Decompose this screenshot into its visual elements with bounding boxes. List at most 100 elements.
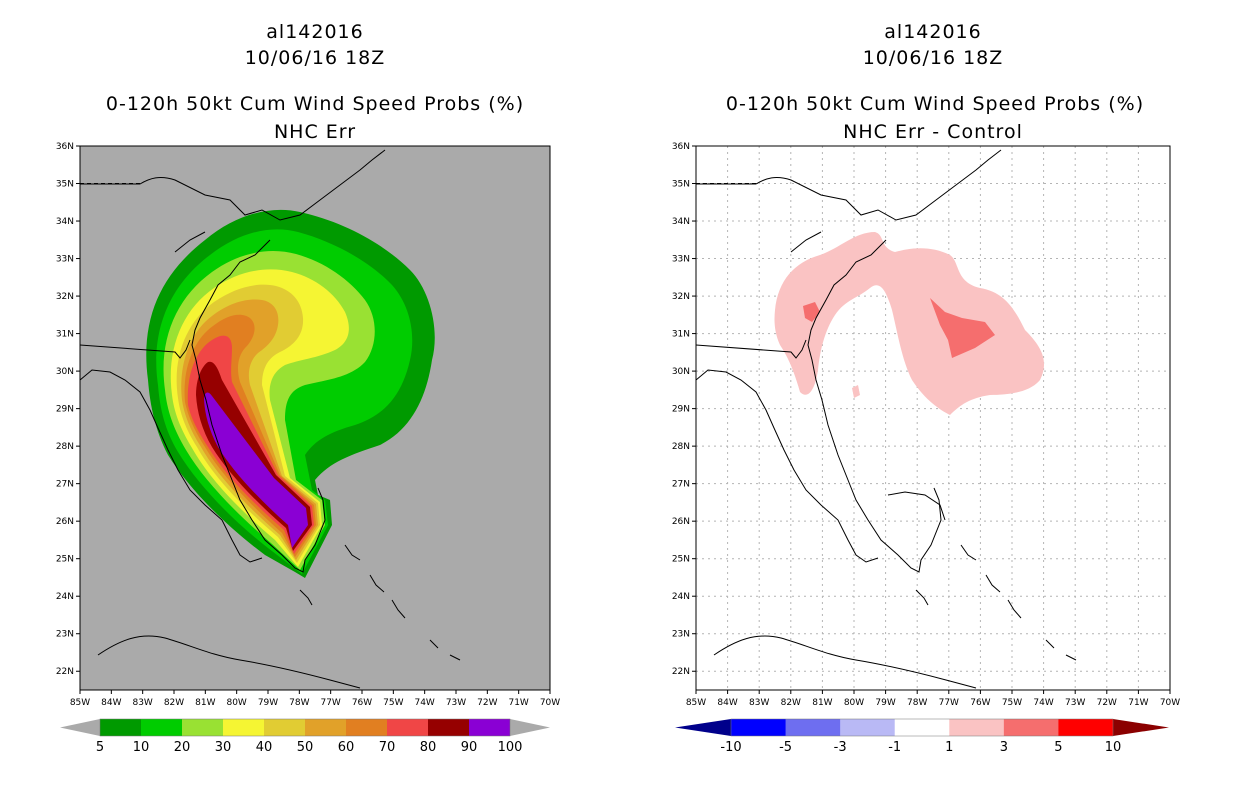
- lat-tick-label: 27N: [672, 480, 690, 490]
- lon-tick-label: 82W: [781, 698, 801, 708]
- colorbar-label: 3: [1000, 740, 1008, 755]
- lon-tick-label: 74W: [414, 698, 434, 708]
- right-coastlines: [696, 149, 1077, 689]
- lon-tick-label: 75W: [383, 698, 403, 708]
- lon-tick-label: 78W: [289, 698, 309, 708]
- lat-tick-label: 30N: [56, 367, 74, 377]
- lat-tick-label: 23N: [56, 630, 74, 640]
- colorbar-label: 70: [379, 740, 396, 755]
- lat-tick-label: 22N: [56, 667, 74, 677]
- colorbar-segment: [182, 719, 224, 736]
- lon-tick-label: 70W: [540, 698, 560, 708]
- left-probability-contours: [146, 209, 435, 579]
- colorbar-label: -3: [834, 740, 847, 755]
- left-colorbar: 5 10 20 30 40 50 60 70 80 90 100: [60, 718, 550, 755]
- right-lon-axis: 85W 84W 83W 82W 81W 80W 79W 78W 77W 76W 75W 74W 73W 7…: [686, 690, 1180, 708]
- lon-tick-label: 76W: [352, 698, 372, 708]
- lon-tick-label: 81W: [812, 698, 832, 708]
- colorbar-segment: [100, 719, 142, 736]
- lon-tick-label: 75W: [1002, 698, 1022, 708]
- lat-tick-label: 23N: [672, 630, 690, 640]
- lon-tick-label: 81W: [195, 698, 215, 708]
- colorbar-outline: [99, 718, 511, 737]
- lat-tick-label: 22N: [672, 667, 690, 677]
- right-map-frame: [695, 145, 1171, 691]
- lon-tick-label: 70W: [1160, 698, 1180, 708]
- colorbar-segment: [949, 719, 1005, 736]
- lat-tick-label: 33N: [672, 255, 690, 265]
- colorbar-label: 10: [1105, 740, 1122, 755]
- colorbar-segment: [785, 719, 841, 736]
- lat-tick-label: 25N: [672, 555, 690, 565]
- lat-tick-label: 25N: [56, 555, 74, 565]
- colorbar-segment: [264, 719, 306, 736]
- diff-contour-1: [774, 232, 1045, 415]
- colorbar-label: 90: [461, 740, 478, 755]
- left-map-title: 0-120h 50kt Cum Wind Speed Probs (%): [105, 93, 525, 115]
- colorbar-segment: [840, 719, 896, 736]
- left-storm-id: al142016: [266, 21, 364, 43]
- colorbar-segment: [1003, 719, 1059, 736]
- lon-tick-label: 80W: [844, 698, 864, 708]
- colorbar-segment: [894, 719, 950, 736]
- right-map: 36N 35N 34N 33N 32N 31N 30N 29N 28N 27N 26N 25N 24N 2…: [672, 142, 1180, 708]
- right-colorbar: -10 -5 -3 -1 1 3 5 10: [675, 718, 1169, 755]
- lat-tick-label: 31N: [56, 330, 74, 340]
- lon-tick-label: 80W: [226, 698, 246, 708]
- left-lat-axis: 36N 35N 34N 33N 32N 31N 30N 29N 28N 27N 26N 25N 24N 2…: [56, 142, 140, 677]
- left-datetime: 10/06/16 18Z: [244, 47, 386, 69]
- lon-tick-label: 84W: [717, 698, 737, 708]
- diff-contour-1b: [852, 385, 860, 398]
- colorbar-label: -1: [888, 740, 901, 755]
- lon-tick-label: 73W: [446, 698, 466, 708]
- left-lon-axis: 85W 84W 83W 82W 81W 80W 79W 78W 77W 76W 75W 74W 73W 7…: [70, 690, 560, 708]
- lat-tick-label: 27N: [56, 480, 74, 490]
- lon-tick-label: 84W: [101, 698, 121, 708]
- colorbar-over-arrow: [1113, 719, 1169, 736]
- lat-tick-label: 28N: [672, 442, 690, 452]
- colorbar-label: 100: [498, 740, 523, 755]
- left-map-subtitle: NHC Err: [273, 121, 357, 143]
- colorbar-segment: [1058, 719, 1114, 736]
- lat-tick-label: 35N: [56, 180, 74, 190]
- lat-tick-label: 32N: [672, 292, 690, 302]
- lat-tick-label: 36N: [56, 142, 74, 152]
- colorbar-under-arrow: [60, 719, 100, 736]
- lon-tick-label: 78W: [907, 698, 927, 708]
- colorbar-outline: [730, 718, 1114, 737]
- colorbar-label: -5: [779, 740, 792, 755]
- colorbar-label: 60: [338, 740, 355, 755]
- colorbar-label: 30: [215, 740, 232, 755]
- diff-contour-3b: [930, 298, 995, 358]
- colorbar-segment: [305, 719, 347, 736]
- colorbar-label: 10: [133, 740, 150, 755]
- colorbar-segment: [387, 719, 429, 736]
- contour-90: [204, 392, 308, 548]
- colorbar-label: 1: [945, 740, 953, 755]
- lon-tick-label: 77W: [939, 698, 959, 708]
- lat-tick-label: 24N: [56, 592, 74, 602]
- colorbar-label: 20: [174, 740, 191, 755]
- lon-tick-label: 85W: [686, 698, 706, 708]
- lat-tick-label: 35N: [672, 180, 690, 190]
- lon-tick-label: 83W: [132, 698, 152, 708]
- lat-tick-label: 24N: [672, 592, 690, 602]
- lon-tick-label: 74W: [1033, 698, 1053, 708]
- lon-tick-label: 71W: [1128, 698, 1148, 708]
- left-map: 36N 35N 34N 33N 32N 31N 30N 29N 28N 27N 26N 25N 24N 2…: [56, 142, 560, 708]
- right-map-gridlines: [696, 146, 1170, 690]
- colorbar-label: 80: [420, 740, 437, 755]
- lon-tick-label: 71W: [508, 698, 528, 708]
- lat-tick-label: 31N: [672, 330, 690, 340]
- right-difference-contours: [774, 232, 1045, 415]
- lon-tick-label: 77W: [320, 698, 340, 708]
- right-lat-axis: 36N 35N 34N 33N 32N 31N 30N 29N 28N 27N 26N 25N 24N 2…: [672, 142, 756, 677]
- lat-tick-label: 33N: [56, 255, 74, 265]
- right-datetime: 10/06/16 18Z: [862, 47, 1004, 69]
- colorbar-under-arrow: [675, 719, 731, 736]
- colorbar-segment: [731, 719, 787, 736]
- lat-tick-label: 26N: [672, 517, 690, 527]
- colorbar-segment: [469, 719, 511, 736]
- colorbar-label: 5: [96, 740, 104, 755]
